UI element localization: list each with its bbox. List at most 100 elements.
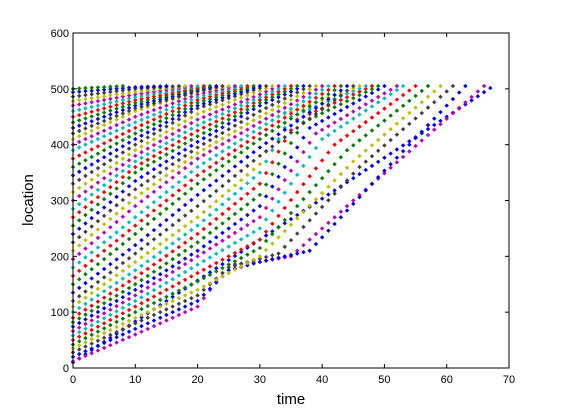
data-point xyxy=(463,100,468,105)
data-point xyxy=(133,187,138,192)
data-point xyxy=(170,112,175,118)
data-point xyxy=(164,97,169,103)
data-point xyxy=(189,137,194,143)
data-point xyxy=(201,187,206,193)
data-point xyxy=(369,154,375,159)
data-point xyxy=(220,247,225,253)
data-point xyxy=(120,295,126,300)
data-point xyxy=(282,221,287,226)
data-point xyxy=(376,137,381,143)
data-point xyxy=(176,122,182,128)
data-point xyxy=(83,340,88,345)
data-point xyxy=(126,307,132,313)
data-point xyxy=(301,99,306,104)
data-point xyxy=(238,83,244,89)
data-point xyxy=(182,269,188,275)
data-point xyxy=(276,224,281,230)
data-point xyxy=(176,236,182,242)
data-point xyxy=(207,255,213,260)
data-point xyxy=(164,318,169,323)
data-point xyxy=(133,120,138,125)
data-point xyxy=(195,298,200,304)
data-point xyxy=(207,212,213,218)
data-point xyxy=(133,231,138,237)
data-point xyxy=(282,164,287,170)
data-point xyxy=(332,97,337,103)
data-point xyxy=(238,99,244,105)
data-point xyxy=(351,198,356,203)
data-point xyxy=(126,146,132,151)
data-point xyxy=(77,226,82,231)
data-point xyxy=(270,136,275,141)
data-point xyxy=(158,232,163,237)
data-point xyxy=(214,92,219,97)
data-point xyxy=(326,115,331,120)
data-point xyxy=(195,223,200,228)
data-point xyxy=(207,172,213,178)
data-point xyxy=(95,299,101,304)
data-point xyxy=(126,296,132,302)
data-point xyxy=(89,114,94,119)
data-point xyxy=(89,276,94,281)
data-point xyxy=(313,197,319,202)
data-point xyxy=(114,95,119,100)
data-point xyxy=(151,122,157,127)
data-point xyxy=(120,321,126,327)
data-point xyxy=(319,226,325,231)
data-point xyxy=(207,149,213,154)
data-point xyxy=(170,304,175,309)
data-point xyxy=(182,96,188,102)
data-point xyxy=(89,184,94,190)
data-point xyxy=(176,218,182,223)
data-point xyxy=(238,110,244,116)
data-point xyxy=(214,153,219,158)
data-point xyxy=(332,178,337,183)
data-point xyxy=(288,116,294,121)
data-point xyxy=(313,145,319,151)
data-point xyxy=(189,155,194,160)
data-point xyxy=(108,225,113,230)
data-point xyxy=(83,307,88,312)
data-point xyxy=(151,167,157,172)
data-point xyxy=(394,160,400,165)
data-point xyxy=(238,137,244,142)
data-point xyxy=(108,164,113,170)
data-point xyxy=(276,114,281,119)
data-point xyxy=(133,251,138,256)
data-point xyxy=(164,120,169,125)
data-point xyxy=(145,232,150,238)
data-point xyxy=(89,332,94,338)
data-point xyxy=(83,229,88,234)
data-point xyxy=(101,311,107,316)
data-point xyxy=(238,264,244,269)
data-point xyxy=(257,92,263,97)
data-point xyxy=(151,262,157,267)
data-point xyxy=(176,106,182,111)
data-point xyxy=(77,193,82,199)
data-point xyxy=(282,244,287,250)
data-point xyxy=(95,87,101,93)
data-point xyxy=(307,174,312,179)
data-point xyxy=(126,184,132,189)
data-point xyxy=(214,277,219,282)
data-point xyxy=(232,141,238,146)
data-point xyxy=(388,113,393,118)
data-point xyxy=(407,139,412,144)
data-point xyxy=(77,320,82,326)
data-point xyxy=(363,167,368,173)
data-point xyxy=(207,204,213,209)
data-point xyxy=(226,152,231,157)
data-point xyxy=(257,237,263,242)
data-point xyxy=(357,138,362,143)
data-point xyxy=(189,282,194,287)
data-point xyxy=(133,178,138,184)
data-point xyxy=(376,175,381,180)
data-point xyxy=(195,203,200,209)
data-point xyxy=(332,111,337,117)
data-point xyxy=(158,284,163,289)
data-point xyxy=(95,253,101,258)
data-point xyxy=(344,88,350,93)
data-point xyxy=(326,123,331,129)
data-point xyxy=(95,103,101,108)
data-point xyxy=(257,245,263,251)
